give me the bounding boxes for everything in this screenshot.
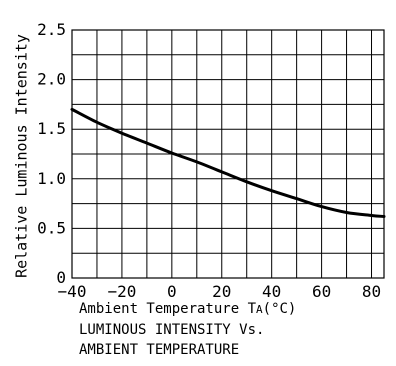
x-tick-label: 80 [362,282,381,300]
caption-line-2: AMBIENT TEMPERATURE [79,342,240,358]
x-axis-label-main: Ambient Temperature T [79,301,257,317]
y-tick-label: 2.0 [37,70,66,89]
x-tick-label: 60 [312,282,331,300]
x-axis-label: Ambient Temperature TA(°C) [79,299,296,320]
x-tick-label: 20 [212,282,231,300]
x-tick-label: 40 [262,282,281,300]
plot-frame [71,29,385,279]
caption-line-1: LUMINOUS INTENSITY Vs. [79,322,265,338]
y-tick-label: 1.5 [37,119,66,138]
y-tick-label: 1.0 [37,169,66,188]
y-tick-label: 0.5 [37,218,66,237]
x-tick-label: −20 [107,282,136,300]
x-tick-label: 0 [167,282,177,300]
x-tick-labels: −40 −20 0 20 40 60 80 [58,282,382,300]
y-tick-label: 2.5 [37,20,66,39]
x-tick-label: −40 [58,282,87,300]
y-tick-labels: 0 0.5 1.0 1.5 2.0 2.5 [37,20,66,287]
y-tick-label: 0 [56,268,66,287]
series-line [70,107,386,218]
grid [72,30,384,278]
chart: 0 0.5 1.0 1.5 2.0 2.5 −40 −20 0 20 40 60 80 Relativ… [13,20,386,300]
x-axis-label-subscript: A [256,303,263,316]
x-axis-label-unit: (°C) [262,301,297,317]
y-axis-label: Relative Luminous Intensity [13,34,31,278]
